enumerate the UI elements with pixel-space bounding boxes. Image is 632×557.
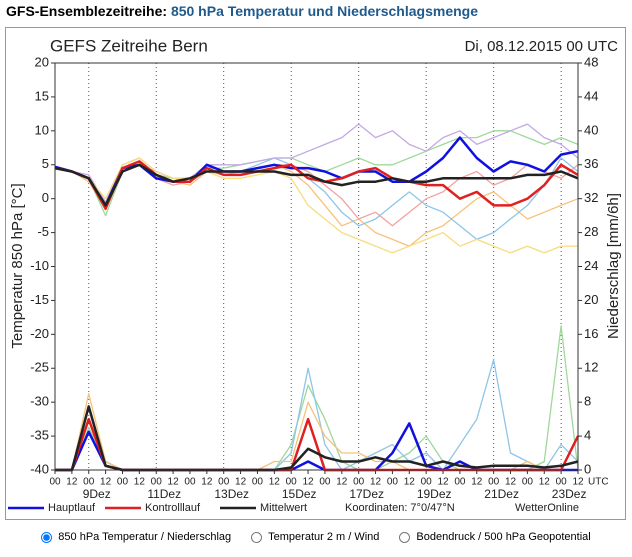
x-tick-label: 00 (83, 477, 95, 488)
x-tick-label: 12 (437, 477, 449, 488)
y2-tick-label: 40 (584, 122, 598, 137)
y2-tick-label: 16 (584, 326, 598, 341)
x-tick-label: 12 (370, 477, 382, 488)
legend-label: Kontrolllauf (145, 502, 201, 514)
x-tick-label: 12 (471, 477, 483, 488)
header-title: GFS-Ensemblezeitreihe: (6, 3, 168, 19)
page-header: GFS-Ensemblezeitreihe: 850 hPa Temperatu… (6, 3, 478, 19)
date-label: 15Dez (282, 487, 317, 501)
series-line (54, 160, 579, 211)
date-label: 9Dez (83, 487, 111, 501)
date-label: 13Dez (214, 487, 249, 501)
x-tick-label: 12 (100, 477, 112, 488)
view-radio[interactable] (41, 531, 53, 543)
y-tick-label: -25 (30, 360, 49, 375)
y2-tick-label: 44 (584, 88, 598, 103)
y-axis-title: Temperatur 850 hPa [°C] (9, 183, 26, 348)
y2-tick-label: 4 (584, 428, 591, 443)
legend-label: Hauptlauf (48, 502, 96, 514)
y-tick-label: -15 (30, 292, 49, 307)
x-tick-label: 12 (168, 477, 180, 488)
view-radio[interactable] (399, 531, 411, 543)
x-tick-label: 12 (336, 477, 348, 488)
x-tick-label: 00 (117, 477, 129, 488)
x-tick-label: 00 (454, 477, 466, 488)
view-radio[interactable] (251, 531, 263, 543)
x-tick-label: 00 (252, 477, 264, 488)
x-tick-label: 12 (404, 477, 416, 488)
y2-tick-label: 12 (584, 360, 598, 375)
x-tick-label: 00 (218, 477, 230, 488)
y2-tick-label: 36 (584, 156, 598, 171)
y-tick-label: 5 (42, 156, 49, 171)
x-tick-label: 00 (151, 477, 163, 488)
x-tick-label: 00 (488, 477, 500, 488)
y2-tick-label: 20 (584, 292, 598, 307)
y-tick-label: 15 (35, 88, 49, 103)
x-tick-label: 00 (49, 477, 61, 488)
y-tick-label: -30 (30, 394, 49, 409)
y-tick-label: -35 (30, 428, 49, 443)
chart-frame (5, 27, 626, 520)
view-option-label: Bodendruck / 500 hPa Geopotential (416, 531, 591, 543)
view-option-label: Temperatur 2 m / Wind (268, 531, 380, 543)
view-option[interactable]: Temperatur 2 m / Wind (251, 531, 379, 543)
y2-tick-label: 28 (584, 224, 598, 239)
x-tick-label: 12 (66, 477, 78, 488)
x-tick-label: 00 (286, 477, 298, 488)
y2-tick-label: 48 (584, 54, 598, 69)
y-tick-label: -5 (37, 224, 49, 239)
date-label: 23Dez (552, 487, 587, 501)
x-tick-label: 00 (319, 477, 331, 488)
y2-tick-label: 8 (584, 394, 591, 409)
x-unit: UTC (588, 477, 609, 488)
date-label: 21Dez (484, 487, 519, 501)
view-option-label: 850 hPa Temperatur / Niederschlag (58, 531, 232, 543)
x-tick-label: 00 (353, 477, 365, 488)
x-tick-label: 00 (387, 477, 399, 488)
y2-tick-label: 0 (584, 461, 591, 476)
x-tick-label: 12 (134, 477, 146, 488)
y-tick-label: 0 (42, 190, 49, 205)
y2-tick-label: 32 (584, 190, 598, 205)
x-tick-label: 12 (269, 477, 281, 488)
y-tick-label: 10 (35, 122, 49, 137)
x-tick-label: 00 (184, 477, 196, 488)
x-tick-label: 00 (556, 477, 568, 488)
date-label: 11Dez (147, 487, 181, 501)
y-tick-label: -20 (30, 326, 49, 341)
chart-title: GEFS Zeitreihe Bern (50, 36, 208, 55)
run-date: Di, 08.12.2015 00 UTC (465, 38, 619, 55)
legend-label: Mittelwert (260, 502, 307, 514)
x-tick-label: 12 (201, 477, 213, 488)
date-label: 19Dez (417, 487, 452, 501)
x-tick-label: 12 (572, 477, 584, 488)
y2-tick-label: 24 (584, 258, 598, 273)
series-line (54, 163, 579, 207)
series-line (54, 157, 578, 254)
x-tick-label: 00 (421, 477, 433, 488)
header-subtitle: 850 hPa Temperatur und Niederschlagsmeng… (170, 3, 479, 19)
y-tick-label: 20 (35, 54, 49, 69)
x-tick-label: 12 (539, 477, 551, 488)
view-option[interactable]: 850 hPa Temperatur / Niederschlag (41, 531, 231, 543)
y2-axis-title: Niederschlag [mm/6h] (605, 193, 622, 339)
x-tick-label: 12 (235, 477, 247, 488)
y-tick-label: -40 (30, 461, 49, 476)
view-option[interactable]: Bodendruck / 500 hPa Geopotential (399, 531, 591, 543)
x-tick-label: 12 (505, 477, 517, 488)
plot-frame (54, 62, 579, 471)
source: WetterOnline (515, 502, 579, 514)
coordinates: Koordinaten: 7°0/47°N (345, 502, 455, 514)
y-tick-label: -10 (30, 258, 49, 273)
date-label: 17Dez (349, 487, 384, 501)
x-tick-label: 00 (522, 477, 534, 488)
x-tick-label: 12 (303, 477, 315, 488)
view-options: 850 hPa Temperatur / Niederschlag Tempera… (0, 531, 632, 543)
